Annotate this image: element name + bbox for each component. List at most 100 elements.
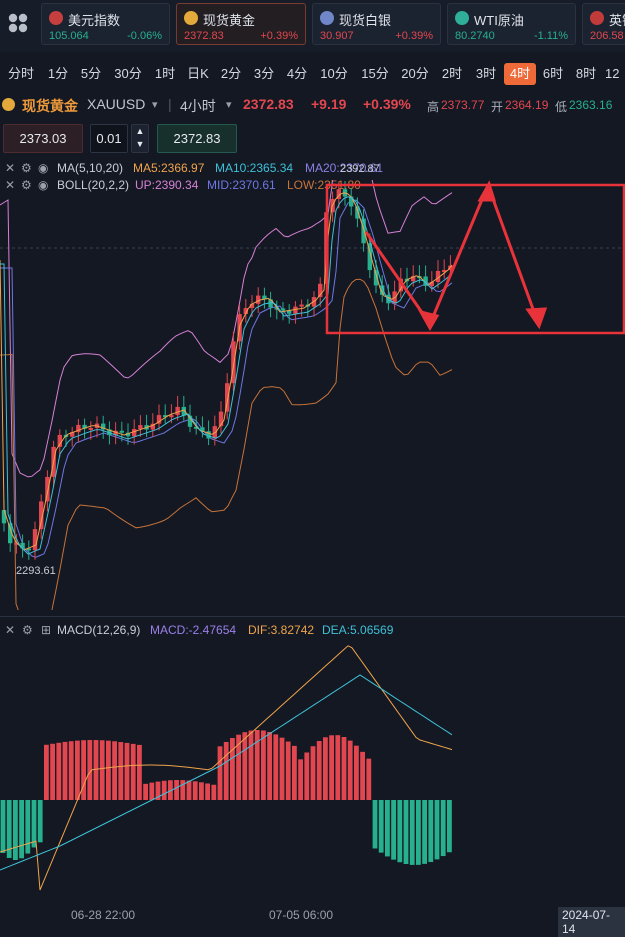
- candle: [442, 259, 447, 279]
- candle: [32, 521, 38, 560]
- eye-icon[interactable]: ◉: [38, 178, 49, 192]
- macd-histogram-bar: [192, 781, 198, 800]
- gear-icon[interactable]: ⚙: [21, 161, 32, 175]
- symbol-name[interactable]: 现货黄金: [22, 98, 78, 114]
- high-label: 高: [427, 100, 440, 114]
- period-tab-2min[interactable]: 2分: [220, 66, 242, 81]
- candle: [380, 275, 385, 303]
- period-tab-4min[interactable]: 4分: [286, 66, 308, 81]
- macd-histogram-bar: [25, 800, 31, 854]
- gear-icon[interactable]: ⚙: [22, 623, 33, 637]
- close-icon[interactable]: ✕: [5, 161, 16, 175]
- time-axis: 06-28 22:00 07-05 06:00 2024-07-14: [0, 905, 625, 937]
- macd-histogram-bar: [174, 780, 179, 800]
- period-tab-30min[interactable]: 30分: [114, 66, 142, 81]
- macd-histogram-bar: [254, 730, 260, 800]
- macd-histogram-bar: [273, 734, 279, 800]
- symbol-dropdown-icon[interactable]: ▾: [152, 99, 158, 111]
- period-tab-10min[interactable]: 10分: [320, 66, 348, 81]
- macd-histogram-bar: [44, 744, 49, 800]
- close-icon[interactable]: ✕: [5, 178, 16, 192]
- candle: [262, 287, 267, 309]
- candle: [355, 197, 360, 228]
- open-label: 开: [491, 100, 504, 114]
- macd-histogram-bar: [323, 737, 328, 800]
- ma-legend: ✕ ⚙ ◉ MA(5,10,20) MA5:2366.97 MA10:2365.…: [5, 161, 384, 175]
- ticker-card-gbp[interactable]: 英镑 206.58: [582, 3, 625, 45]
- eye-icon[interactable]: ◉: [38, 161, 49, 175]
- dea-line: [0, 674, 453, 871]
- macd-histogram-bar: [112, 741, 117, 800]
- boll-mid-line: [0, 199, 453, 558]
- ticker-card-wti-oil[interactable]: WTI原油 80.2740 -1.11%: [447, 3, 576, 45]
- buy-price-button[interactable]: 2372.83: [157, 124, 237, 153]
- candle: [212, 415, 217, 446]
- quantity-stepper[interactable]: ▲ ▼: [131, 124, 149, 153]
- macd-histogram-bar: [397, 800, 403, 863]
- quantity-input[interactable]: 0.01: [90, 124, 128, 153]
- macd-histogram-bar: [347, 740, 353, 800]
- macd-histogram-bar: [316, 741, 322, 800]
- period-tab-5min[interactable]: 5分: [80, 66, 102, 81]
- candle: [156, 404, 162, 431]
- period-tab-8h[interactable]: 8时: [575, 66, 597, 81]
- candle: [287, 304, 292, 324]
- macd-histogram-bar: [81, 740, 86, 800]
- macd-histogram-bar: [143, 783, 148, 800]
- macd-histogram-bar: [447, 800, 452, 853]
- macd-histogram-bar: [37, 800, 43, 843]
- period-tab-3min[interactable]: 3分: [253, 66, 275, 81]
- candle: [200, 416, 205, 438]
- plus-box-icon[interactable]: ⊞: [41, 623, 52, 637]
- candle: [318, 277, 323, 307]
- period-tab-3h[interactable]: 3时: [475, 66, 497, 81]
- ticker-card-spot-gold[interactable]: 现货黄金 2372.83 +0.39%: [176, 3, 306, 45]
- period-tab-6h[interactable]: 6时: [542, 66, 564, 81]
- macd-histogram-bar: [422, 800, 427, 864]
- period-tab-15min[interactable]: 15分: [361, 66, 389, 81]
- macd-histogram-bar: [6, 800, 12, 858]
- macd-histogram-bar: [267, 731, 272, 800]
- price-change-pct: +0.39%: [363, 96, 411, 112]
- uk-flag-icon: [590, 11, 604, 25]
- sell-price-button[interactable]: 2373.03: [3, 124, 83, 153]
- candle: [20, 534, 25, 558]
- macd-chart[interactable]: [0, 640, 625, 905]
- ticker-card-usd-index[interactable]: 美元指数 105.064 -0.06%: [41, 3, 170, 45]
- annotation-rectangle[interactable]: [325, 183, 625, 335]
- period-tab-1h[interactable]: 1时: [154, 66, 176, 81]
- macd-histogram-bar: [304, 752, 310, 800]
- macd-histogram-bar: [242, 732, 248, 800]
- macd-histogram-bar: [360, 751, 365, 800]
- candle: [70, 426, 75, 447]
- period-tab-4h[interactable]: 4时: [504, 63, 536, 85]
- period-tab-12h[interactable]: 12时: [605, 66, 620, 81]
- timeframe-dropdown-icon[interactable]: ▾: [226, 99, 232, 111]
- pane-divider[interactable]: [0, 616, 625, 617]
- price-change: +9.19: [311, 96, 347, 112]
- macd-histogram-bar: [354, 745, 359, 800]
- annotation-arrows[interactable]: [364, 180, 548, 332]
- period-tab-time[interactable]: 分时: [7, 66, 34, 81]
- candle: [330, 191, 335, 222]
- macd-histogram-bar: [161, 780, 167, 800]
- period-tab-20min[interactable]: 20分: [401, 66, 429, 81]
- macd-histogram-bar: [261, 730, 266, 800]
- macd-histogram-bar: [292, 745, 297, 800]
- ma5-line: [0, 192, 453, 551]
- silver-coin-icon: [320, 11, 334, 25]
- last-price: 2372.83: [243, 96, 294, 112]
- close-icon[interactable]: ✕: [5, 623, 16, 637]
- ma10-line: [0, 196, 453, 555]
- period-tab-2h[interactable]: 2时: [441, 66, 463, 81]
- timeframe-label[interactable]: 4小时: [180, 98, 216, 114]
- apps-grid-icon[interactable]: [0, 0, 36, 46]
- macd-histogram-bar: [310, 746, 316, 800]
- ticker-card-spot-silver[interactable]: 现货白银 30.907 +0.39%: [312, 3, 441, 45]
- macd-histogram-bar: [50, 743, 55, 800]
- candlestick-chart[interactable]: 2392.87 2293.61: [0, 180, 625, 610]
- candle: [163, 404, 168, 424]
- gear-icon[interactable]: ⚙: [21, 178, 32, 192]
- period-tab-1min[interactable]: 1分: [47, 66, 69, 81]
- period-tab-day[interactable]: 日K: [187, 66, 209, 81]
